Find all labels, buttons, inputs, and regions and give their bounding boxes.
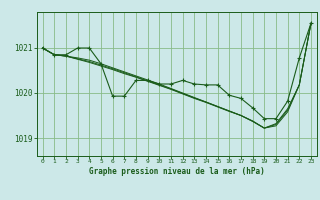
X-axis label: Graphe pression niveau de la mer (hPa): Graphe pression niveau de la mer (hPa) [89,167,265,176]
